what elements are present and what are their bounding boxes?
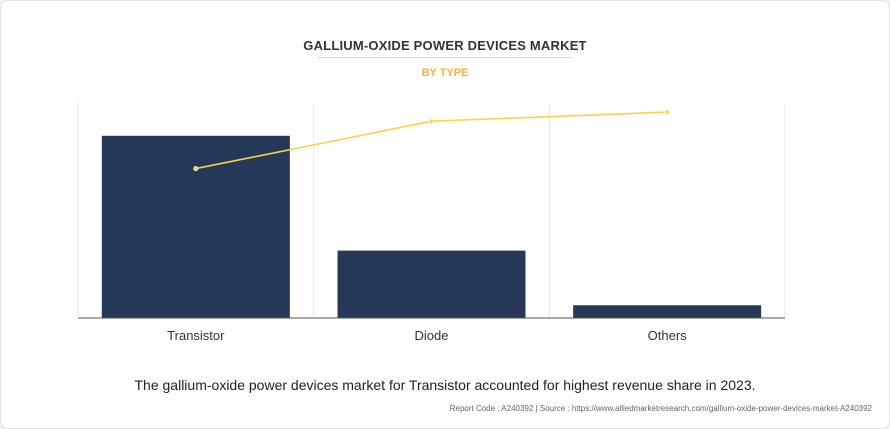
bar [573, 305, 762, 318]
chart-caption: The gallium-oxide power devices market f… [134, 377, 756, 393]
chart-title: GALLIUM-OXIDE POWER DEVICES MARKET [303, 38, 587, 53]
source-note: Report Code : A240392 | Source : https:/… [449, 404, 872, 413]
trend-point [428, 118, 434, 124]
bar [101, 135, 290, 318]
x-tick-label: Others [648, 328, 688, 343]
x-tick-label: Diode [415, 328, 449, 343]
bar [337, 250, 526, 318]
chart-subtitle: BY TYPE [421, 67, 469, 79]
trend-point [664, 109, 670, 115]
title-divider [318, 57, 572, 58]
trend-point [193, 166, 199, 172]
x-tick-label: Transistor [167, 328, 225, 343]
